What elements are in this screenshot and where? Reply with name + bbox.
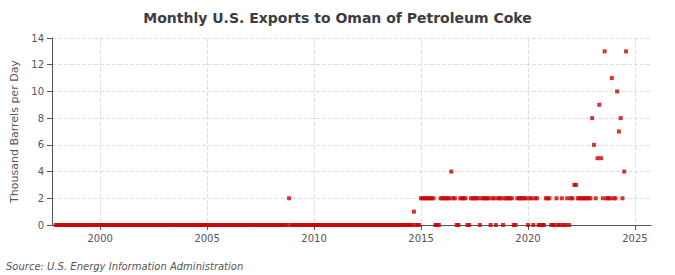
svg-text:2005: 2005: [194, 233, 219, 244]
svg-text:Thousand Barrels per Day: Thousand Barrels per Day: [8, 60, 21, 204]
svg-text:2020: 2020: [515, 233, 540, 244]
svg-text:2010: 2010: [301, 233, 326, 244]
svg-text:10: 10: [31, 86, 44, 97]
svg-text:Source: U.S. Energy Informatio: Source: U.S. Energy Information Administ…: [6, 261, 243, 272]
svg-text:2015: 2015: [408, 233, 433, 244]
svg-text:4: 4: [38, 166, 44, 177]
svg-text:0: 0: [38, 220, 44, 231]
svg-text:8: 8: [38, 113, 44, 124]
svg-text:12: 12: [31, 59, 44, 70]
svg-text:2000: 2000: [87, 233, 112, 244]
svg-text:2025: 2025: [622, 233, 647, 244]
svg-text:Monthly U.S. Exports to Oman o: Monthly U.S. Exports to Oman of Petroleu…: [143, 10, 532, 26]
svg-text:2: 2: [38, 193, 44, 204]
svg-text:14: 14: [31, 33, 44, 44]
svg-text:6: 6: [38, 139, 44, 150]
